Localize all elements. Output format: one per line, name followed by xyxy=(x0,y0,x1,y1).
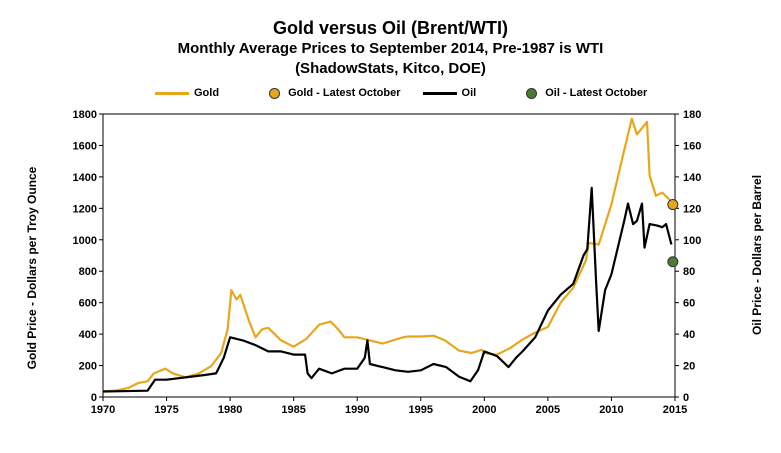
y-left-tick-label: 1800 xyxy=(73,109,97,121)
y-right-tick-label: 0 xyxy=(683,392,689,404)
chart-title: Gold versus Oil (Brent/WTI) xyxy=(272,18,509,38)
y-right-tick-label: 20 xyxy=(683,361,695,373)
x-tick-label: 2005 xyxy=(536,404,560,416)
y-left-tick-label: 1000 xyxy=(73,235,97,247)
legend-item-oil: Oil xyxy=(422,87,477,99)
chart-subtitle-sources: (ShadowStats, Kitco, DOE) xyxy=(295,60,486,77)
y-right-tick-label: 180 xyxy=(683,109,701,121)
y-right-tick-label: 60 xyxy=(683,298,695,310)
legend-swatch-gold xyxy=(155,91,189,95)
x-tick-label: 2010 xyxy=(599,404,623,416)
y-right-tick-label: 140 xyxy=(683,172,701,184)
y-left-tick-label: 1600 xyxy=(73,140,97,152)
y-left-tick-label: 400 xyxy=(79,329,97,341)
x-tick-label: 2000 xyxy=(472,404,496,416)
chart-subtitle: Monthly Average Prices to September 2014… xyxy=(177,40,604,57)
y-left-tick-label: 200 xyxy=(79,361,97,373)
legend-swatch-gold-latest xyxy=(269,87,281,99)
legend-item-oil-latest: Oil - Latest October xyxy=(526,87,647,99)
point-oil-latest-october xyxy=(667,256,679,268)
y-right-tick-label: 40 xyxy=(683,329,695,341)
legend-label-gold: Gold xyxy=(194,87,220,99)
y-right-tick-label: 100 xyxy=(683,235,701,247)
y-right-tick-label: 80 xyxy=(683,266,695,278)
legend-item-gold-latest: Gold - Latest October xyxy=(269,87,401,99)
x-tick-label: 1995 xyxy=(409,404,433,416)
series-line-oil xyxy=(102,186,673,393)
y-left-tick-label: 800 xyxy=(79,266,97,278)
legend-swatch-oil xyxy=(422,91,457,95)
chart-legend: Gold Gold - Latest October Oil Oil - Lat… xyxy=(155,86,669,100)
point-gold-latest-october xyxy=(667,199,679,211)
series-line-gold xyxy=(102,117,673,393)
y-left-tick-label: 1200 xyxy=(73,203,97,215)
y-left-tick-label: 600 xyxy=(79,298,97,310)
y-right-tick-label: 160 xyxy=(683,140,701,152)
legend-swatch-oil-latest xyxy=(526,87,538,99)
y-right-tick-label: 120 xyxy=(683,203,701,215)
x-tick-label: 1970 xyxy=(91,404,115,416)
legend-label-oil: Oil xyxy=(461,87,477,99)
x-tick-label: 1990 xyxy=(345,404,369,416)
x-tick-label: 1975 xyxy=(154,404,178,416)
legend-label-gold-latest: Gold - Latest October xyxy=(288,87,401,99)
legend-item-gold: Gold xyxy=(155,87,219,99)
legend-label-oil-latest: Oil - Latest October xyxy=(545,87,648,99)
x-tick-label: 1980 xyxy=(218,404,242,416)
y-left-tick-label: 0 xyxy=(91,392,97,404)
x-tick-label: 2015 xyxy=(663,404,687,416)
y-left-tick-label: 1400 xyxy=(73,172,97,184)
x-tick-label: 1985 xyxy=(281,404,305,416)
plot-frame xyxy=(102,113,676,398)
